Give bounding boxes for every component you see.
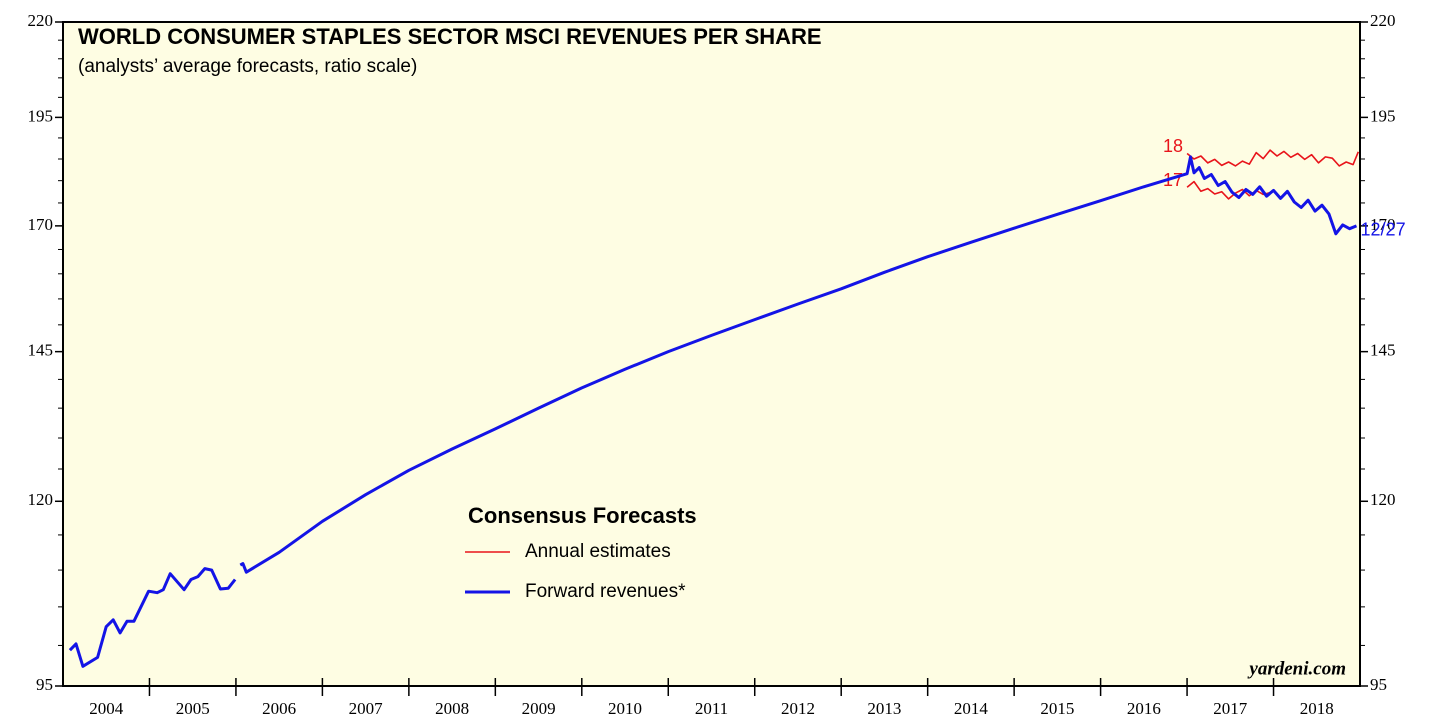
chart-title: WORLD CONSUMER STAPLES SECTOR MSCI REVEN…	[78, 24, 822, 49]
x-tick-label: 2014	[954, 699, 989, 718]
x-tick-label: 2007	[349, 699, 384, 718]
x-tick-label: 2016	[1127, 699, 1161, 718]
x-tick-label: 2005	[176, 699, 210, 718]
legend-label: Annual estimates	[525, 541, 671, 562]
y-tick-label: 170	[1370, 215, 1396, 234]
x-tick-label: 2006	[262, 699, 296, 718]
y-tick-label: 120	[28, 490, 54, 509]
plot-area	[62, 21, 1361, 687]
line-label: 18	[1163, 136, 1183, 156]
y-tick-label: 195	[28, 106, 54, 125]
legend-title: Consensus Forecasts	[468, 503, 697, 528]
y-tick-label: 95	[1370, 675, 1387, 694]
y-tick-label: 170	[28, 215, 54, 234]
legend-label: Forward revenues*	[525, 581, 686, 602]
x-tick-label: 2013	[867, 699, 901, 718]
y-tick-label: 220	[28, 11, 54, 30]
x-tick-label: 2015	[1040, 699, 1074, 718]
x-tick-label: 2018	[1300, 699, 1334, 718]
y-tick-label: 145	[1370, 341, 1396, 360]
y-tick-label: 195	[1370, 106, 1396, 125]
data-line	[1186, 149, 1360, 167]
y-tick-label: 120	[1370, 490, 1396, 509]
x-tick-label: 2009	[522, 699, 556, 718]
x-tick-label: 2012	[781, 699, 815, 718]
y-tick-label: 220	[1370, 11, 1396, 30]
y-tick-label: 145	[28, 341, 54, 360]
end-label: 12/27	[1361, 220, 1406, 240]
y-tick-label: 95	[36, 675, 53, 694]
x-tick-label: 2011	[695, 699, 728, 718]
x-tick-label: 2004	[89, 699, 124, 718]
source: yardeni.com	[1247, 658, 1346, 679]
x-tick-label: 2017	[1213, 699, 1248, 718]
data-line	[68, 155, 1358, 668]
chart-subtitle: (analysts’ average forecasts, ratio scal…	[78, 56, 417, 77]
x-tick-label: 2010	[608, 699, 642, 718]
x-tick-label: 2008	[435, 699, 469, 718]
